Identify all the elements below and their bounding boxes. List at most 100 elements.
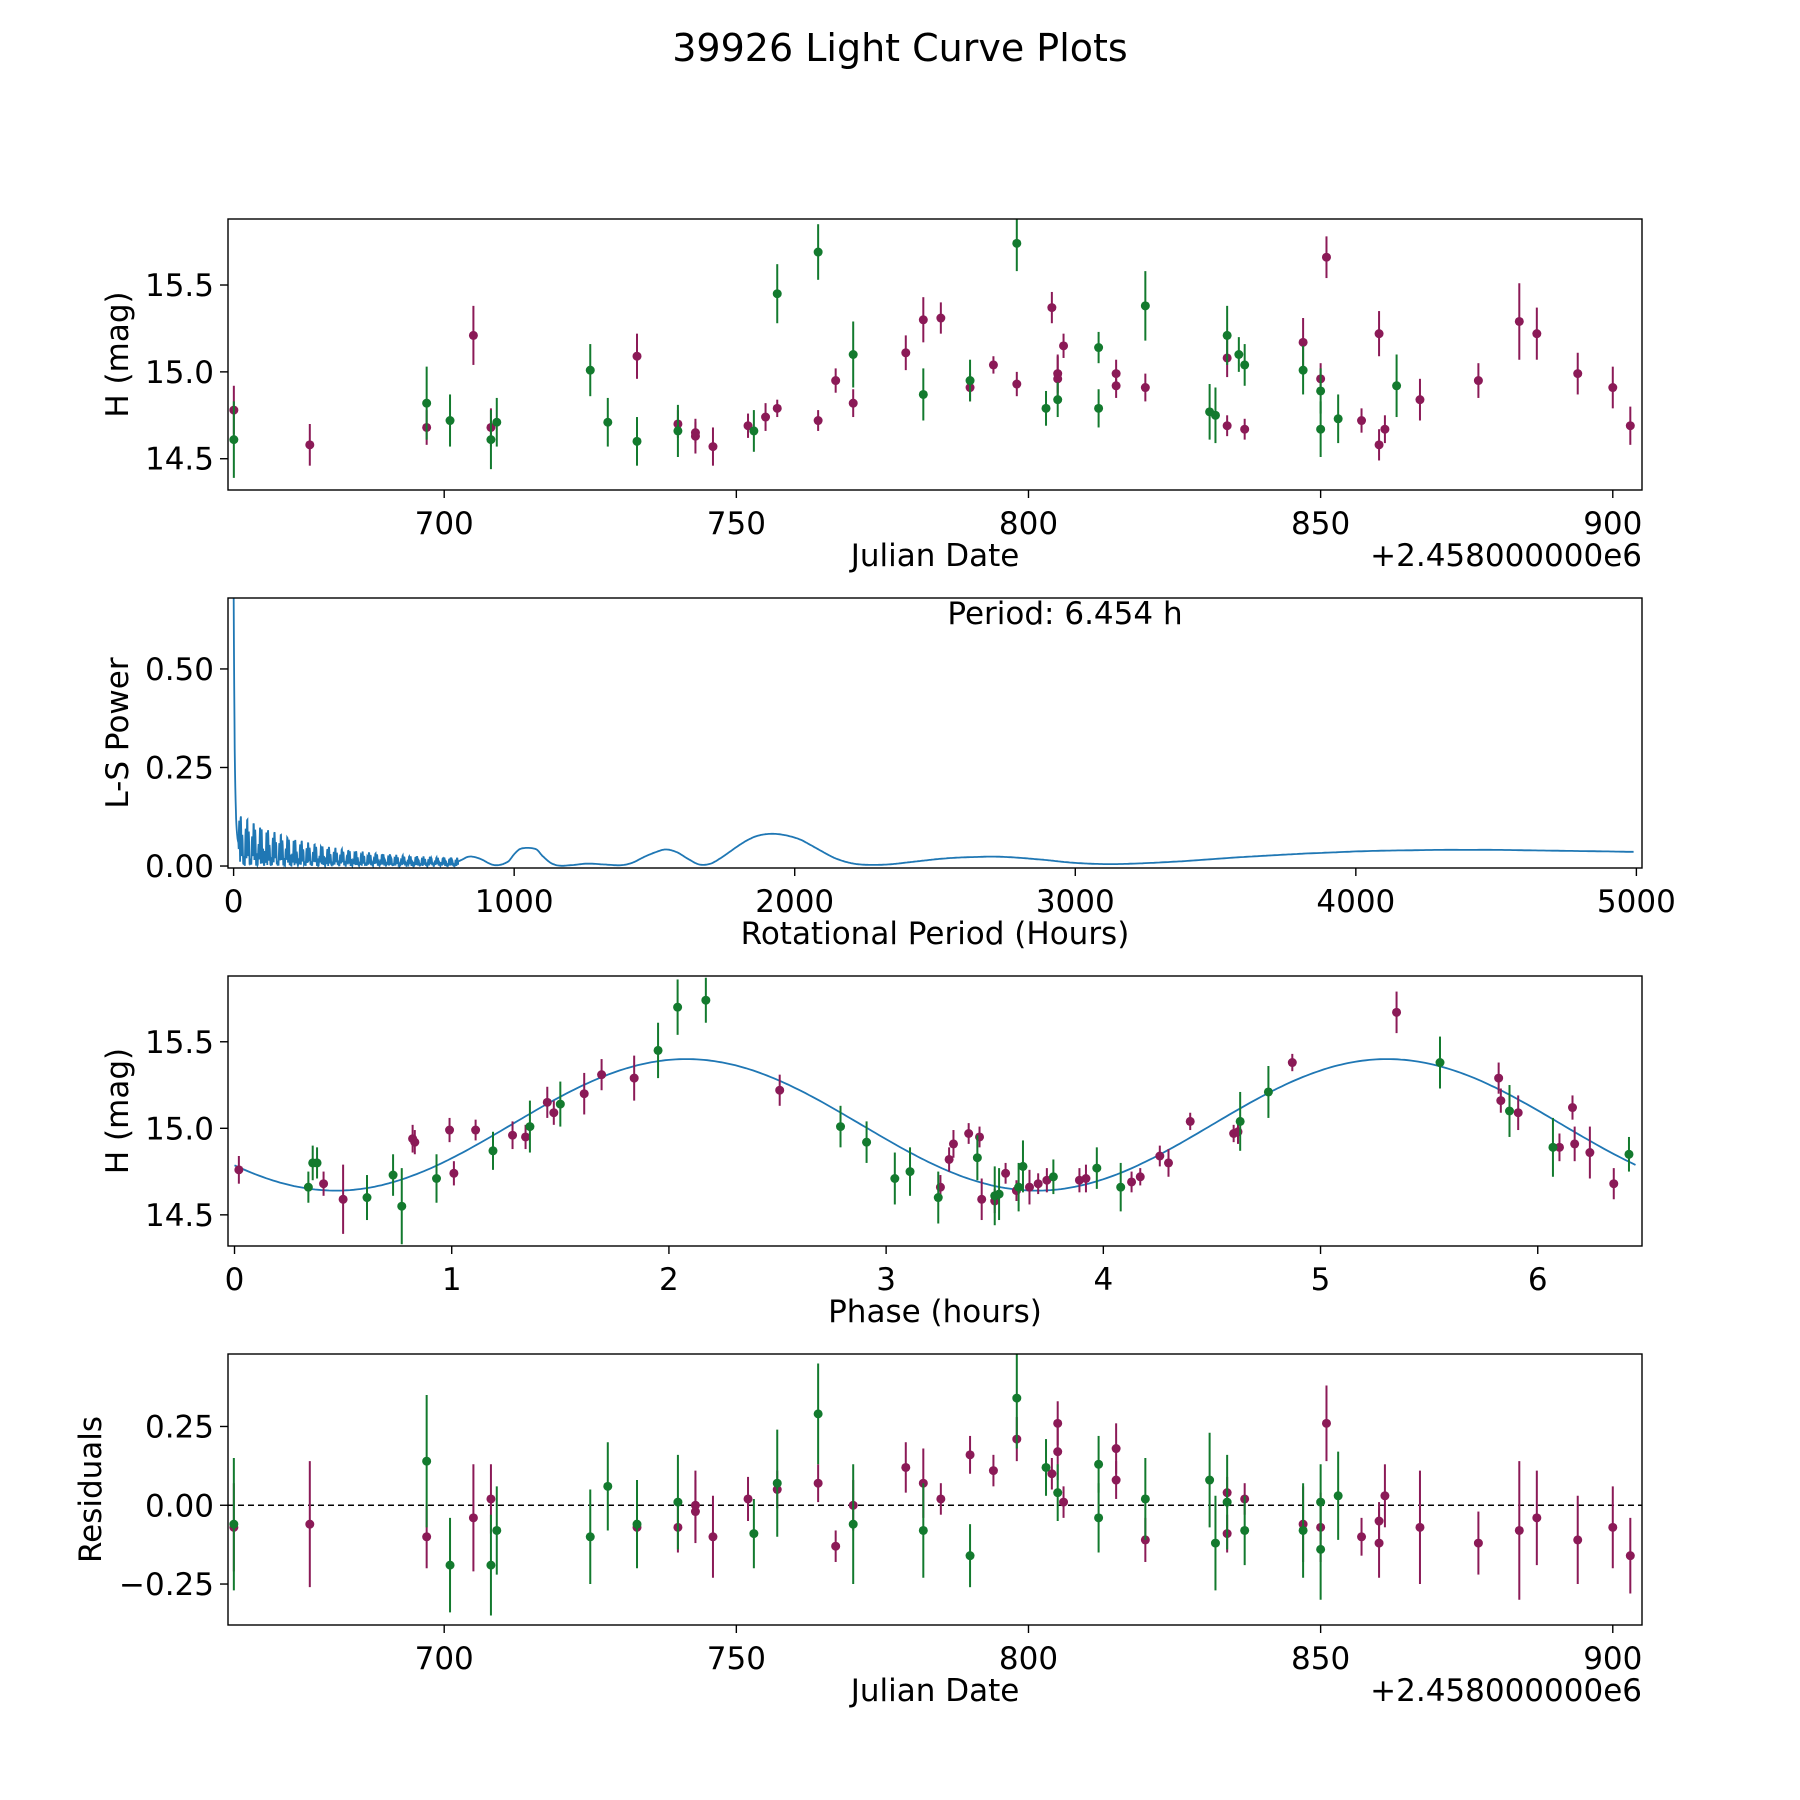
x-tick-label: 850	[1291, 1641, 1350, 1677]
data-point-green	[1018, 1161, 1028, 1171]
y-axis-label: L-S Power	[100, 657, 136, 808]
data-point-green	[813, 1409, 823, 1419]
data-point-green	[1053, 1488, 1063, 1498]
data-point-green	[965, 376, 975, 386]
y-tick-label: 15.0	[145, 355, 214, 391]
data-point-green	[1624, 1149, 1634, 1159]
data-point-green	[1435, 1058, 1445, 1068]
data-point-purple	[597, 1070, 607, 1080]
data-point-green	[772, 289, 782, 299]
x-tick-label: 0	[224, 884, 244, 920]
data-point-green	[1210, 1538, 1220, 1548]
panel-periodogram: Period: 6.454 h 0 1000 2000 3000 4000 5000 0.00…	[100, 596, 1676, 952]
plot-area	[229, 219, 1635, 478]
x-tick-label: 3	[876, 1262, 896, 1298]
x-tick-label: 5000	[1597, 884, 1676, 920]
data-point-green	[965, 1551, 975, 1561]
data-point-green	[1240, 360, 1250, 370]
data-point-green	[1392, 381, 1402, 391]
y-axis-label: H (mag)	[100, 291, 136, 417]
data-point-purple	[508, 1130, 518, 1140]
data-point-green	[1053, 395, 1063, 405]
data-point-purple	[468, 1513, 478, 1523]
x-tick-label: 6	[1528, 1262, 1548, 1298]
data-point-purple	[1111, 381, 1121, 391]
data-point-green	[1014, 1182, 1024, 1192]
data-point-purple	[1532, 329, 1542, 339]
data-point-purple	[831, 1541, 841, 1551]
data-point-green	[1041, 403, 1051, 413]
data-point-purple	[1059, 1497, 1069, 1507]
data-point-green	[603, 1481, 613, 1491]
data-point-purple	[1001, 1168, 1011, 1178]
data-point-purple	[629, 1073, 639, 1083]
data-point-purple	[743, 1494, 753, 1504]
data-point-purple	[1570, 1139, 1580, 1149]
data-point-purple	[901, 1462, 911, 1472]
data-point-purple	[1321, 1418, 1331, 1428]
x-tick-label: 750	[707, 506, 766, 542]
data-point-green	[1012, 238, 1022, 248]
data-point-purple	[468, 330, 478, 340]
data-point-purple	[1473, 1538, 1483, 1548]
data-point-green	[1316, 424, 1326, 434]
data-point-green	[488, 1146, 498, 1156]
data-point-green	[1316, 386, 1326, 396]
data-point-green	[994, 1189, 1004, 1199]
x-axis-label: Julian Date	[849, 538, 1020, 574]
data-point-purple	[708, 442, 718, 452]
data-point-green	[1235, 1116, 1245, 1126]
data-point-purple	[977, 1194, 987, 1204]
data-point-green	[1210, 410, 1220, 420]
data-point-green	[1222, 330, 1232, 340]
data-point-purple	[1514, 1525, 1524, 1535]
data-point-purple	[1415, 395, 1425, 405]
data-point-green	[229, 435, 239, 445]
data-point-purple	[1135, 1172, 1145, 1182]
data-point-purple	[1585, 1148, 1595, 1158]
data-point-green	[972, 1153, 982, 1163]
data-point-green	[862, 1137, 872, 1147]
x-tick-label: 750	[707, 1641, 766, 1677]
data-point-green	[673, 1497, 683, 1507]
data-point-green	[848, 350, 858, 359]
data-point-purple	[918, 315, 928, 325]
y-tick-label: 15.0	[145, 1111, 214, 1147]
data-point-purple	[775, 1085, 785, 1095]
data-point-purple	[1047, 303, 1057, 313]
data-point-purple	[1496, 1096, 1506, 1106]
axes-frame	[227, 597, 1643, 869]
x-tick-label: 800	[999, 1641, 1058, 1677]
data-point-purple	[813, 416, 823, 426]
data-point-green	[585, 1532, 595, 1542]
figure-title: 39926 Light Curve Plots	[672, 26, 1128, 70]
data-point-purple	[338, 1194, 348, 1204]
data-point-purple	[1059, 341, 1069, 351]
data-point-green	[905, 1167, 915, 1177]
data-point-purple	[234, 1165, 244, 1175]
data-point-green	[673, 426, 683, 436]
data-point-purple	[1514, 316, 1524, 326]
data-point-green	[603, 417, 613, 427]
y-tick-label: 0.00	[145, 849, 214, 885]
data-point-green	[836, 1122, 846, 1132]
data-point-purple	[988, 1466, 998, 1476]
data-point-purple	[632, 351, 642, 361]
data-point-purple	[521, 1132, 531, 1142]
data-point-green	[673, 1002, 683, 1012]
data-point-purple	[1321, 252, 1331, 262]
data-point-green	[422, 398, 432, 408]
plot-area	[232, 598, 1634, 868]
data-point-purple	[1513, 1108, 1523, 1118]
data-point-green	[933, 1193, 943, 1203]
data-point-purple	[1554, 1142, 1564, 1152]
data-point-green	[1094, 343, 1104, 353]
data-point-green	[848, 1519, 858, 1529]
data-point-purple	[305, 440, 315, 450]
data-point-green	[1048, 1172, 1058, 1182]
data-point-green	[632, 1519, 642, 1529]
data-point-purple	[944, 1154, 954, 1164]
data-point-green	[555, 1099, 565, 1109]
data-point-green	[362, 1193, 372, 1203]
x-axis-label: Rotational Period (Hours)	[741, 916, 1130, 952]
